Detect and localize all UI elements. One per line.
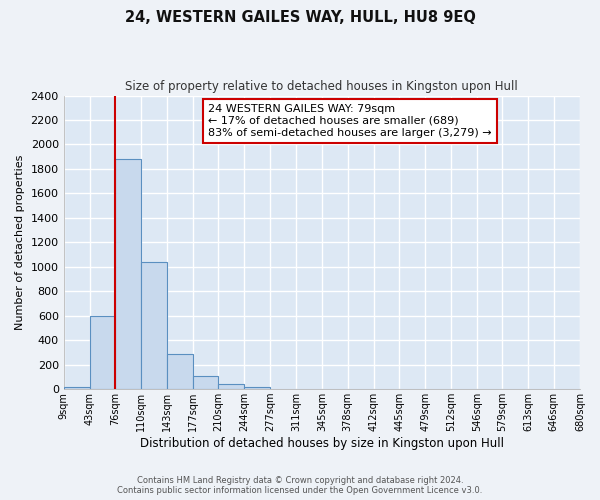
Title: Size of property relative to detached houses in Kingston upon Hull: Size of property relative to detached ho… [125,80,518,93]
Y-axis label: Number of detached properties: Number of detached properties [15,154,25,330]
Bar [142,262,167,389]
Text: Contains HM Land Registry data © Crown copyright and database right 2024.
Contai: Contains HM Land Registry data © Crown c… [118,476,482,495]
Bar [244,386,270,389]
Text: 24 WESTERN GAILES WAY: 79sqm
← 17% of detached houses are smaller (689)
83% of s: 24 WESTERN GAILES WAY: 79sqm ← 17% of de… [208,104,492,138]
Bar [218,384,244,389]
X-axis label: Distribution of detached houses by size in Kingston upon Hull: Distribution of detached houses by size … [140,437,504,450]
Bar [64,386,90,389]
Bar [167,354,193,389]
Bar [90,316,115,389]
Text: 24, WESTERN GAILES WAY, HULL, HU8 9EQ: 24, WESTERN GAILES WAY, HULL, HU8 9EQ [125,10,475,25]
Bar [115,159,142,389]
Bar [193,376,218,389]
